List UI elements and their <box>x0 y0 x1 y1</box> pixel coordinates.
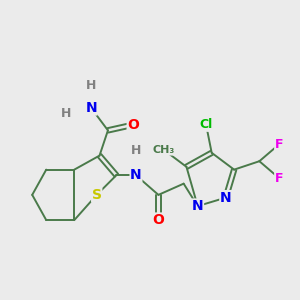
Text: N: N <box>130 168 142 182</box>
Text: N: N <box>85 101 97 115</box>
Text: Cl: Cl <box>200 118 213 131</box>
Text: N: N <box>192 199 203 213</box>
Text: H: H <box>86 79 96 92</box>
Text: H: H <box>61 107 71 120</box>
Text: CH₃: CH₃ <box>153 145 175 155</box>
Text: F: F <box>275 172 283 184</box>
Text: N: N <box>220 191 232 205</box>
Text: F: F <box>275 138 283 151</box>
Text: O: O <box>127 118 139 132</box>
Text: S: S <box>92 188 102 202</box>
Text: H: H <box>131 143 141 157</box>
Text: O: O <box>152 213 164 227</box>
